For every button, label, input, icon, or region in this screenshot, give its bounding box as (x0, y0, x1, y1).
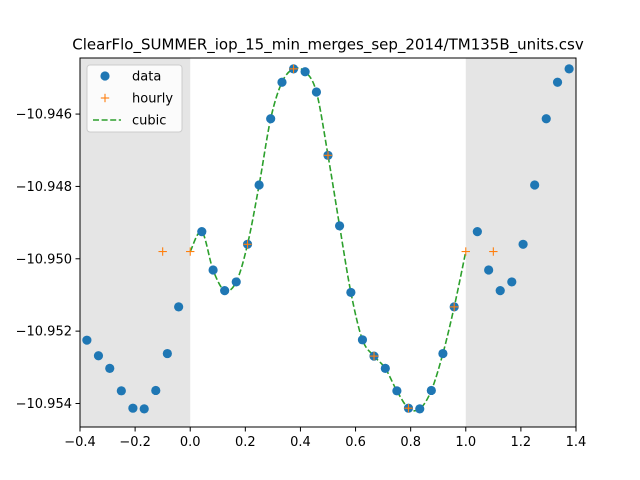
data-point-18 (300, 67, 310, 77)
data-point-15 (266, 114, 276, 124)
x-tick-label-9: 1.4 (566, 435, 587, 450)
x-tick-label-7: 1.0 (455, 435, 476, 450)
data-point-28 (415, 404, 425, 414)
data-point-30 (438, 348, 448, 359)
data-point-19 (311, 87, 322, 97)
legend-box (86, 64, 183, 133)
data-point-12 (231, 277, 241, 287)
data-point-6 (151, 385, 161, 396)
axes: −0.4 −0.2 0.0 0.2 0.4 0.6 0.8 1.0 1.2 1.4 −10.954 −… (16, 57, 587, 450)
x-tick-label-2: 0.0 (180, 435, 201, 450)
data-point-5 (139, 404, 149, 414)
hourly-point-4 (323, 151, 333, 160)
y-tick-label-2: −10.950 (16, 252, 72, 267)
y-tick-label-0: −10.954 (16, 397, 72, 412)
y-tick-label-4: −10.946 (16, 108, 72, 123)
data-point-35 (507, 277, 517, 287)
legend-label-data: data (132, 70, 161, 85)
x-tick-label-8: 1.2 (511, 435, 532, 450)
data-point-39 (552, 77, 563, 87)
data-point-11 (220, 286, 230, 296)
data-point-32 (472, 227, 482, 237)
data-point-34 (495, 286, 505, 296)
x-tick-label-0: −0.4 (64, 435, 96, 450)
data-point-38 (541, 114, 551, 124)
data-point-0 (82, 335, 92, 345)
y-tick-label-1: −10.952 (16, 325, 72, 340)
hourly-point-5 (369, 351, 379, 361)
data-point-37 (530, 180, 540, 190)
hourly-point-6 (404, 403, 413, 413)
hourly-point-9 (489, 247, 498, 256)
data-point-36 (518, 239, 528, 249)
data-point-26 (392, 386, 402, 396)
hourly-point-8 (461, 247, 470, 256)
data-point-33 (484, 265, 494, 275)
hourly-point-1 (186, 247, 195, 256)
x-tick-label-3: 0.2 (235, 435, 256, 450)
data-point-3 (116, 386, 126, 396)
data-point-7 (162, 348, 172, 359)
legend-label-cubic: cubic (132, 114, 166, 129)
hourly-point-2 (243, 240, 252, 249)
data-point-2 (105, 363, 115, 373)
data-point-40 (564, 64, 574, 74)
data-point-14 (254, 180, 264, 190)
x-tick-label-6: 0.8 (400, 435, 421, 450)
axes-frame (79, 57, 577, 428)
hourly-point-3 (289, 64, 298, 74)
data-point-8 (174, 302, 184, 312)
data-point-22 (346, 287, 356, 298)
data-point-4 (128, 403, 138, 413)
legend: data hourly cubic (86, 64, 183, 133)
hourly-point-0 (158, 247, 167, 256)
legend-marker-hourly (100, 93, 110, 103)
data-point-21 (334, 221, 345, 231)
legend-marker-data (100, 71, 110, 81)
x-tick-label-5: 0.6 (345, 435, 366, 450)
x-tick-label-4: 0.4 (290, 435, 311, 450)
x-tick-label-1: −0.2 (119, 435, 151, 450)
legend-label-hourly: hourly (132, 92, 173, 107)
hourly-point-7 (450, 302, 459, 312)
data-point-29 (426, 385, 436, 396)
data-point-1 (93, 351, 104, 361)
data-point-9 (197, 227, 207, 237)
data-point-23 (357, 335, 368, 345)
chart-title: ClearFlo_SUMMER_iop_15_min_merges_sep_20… (72, 36, 584, 55)
y-tick-label-3: −10.948 (16, 180, 72, 195)
data-point-10 (208, 265, 218, 275)
data-point-16 (277, 77, 287, 87)
data-point-25 (380, 363, 390, 373)
